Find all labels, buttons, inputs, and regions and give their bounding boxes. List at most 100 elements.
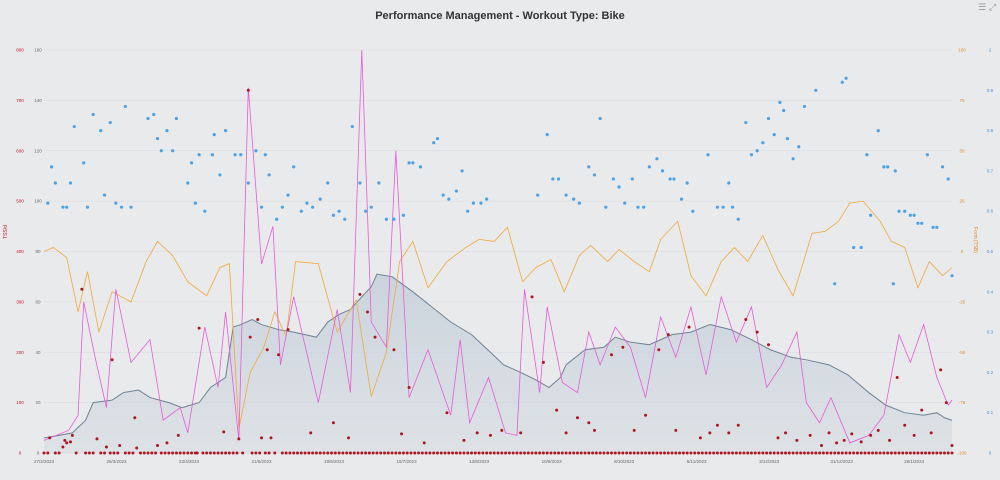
tss-point (738, 451, 742, 455)
if-point (727, 181, 731, 185)
tss-point (295, 451, 299, 455)
if-point (102, 193, 107, 197)
tss-point (697, 451, 701, 455)
if-point (772, 133, 776, 137)
tss-point (908, 451, 912, 455)
tss-point (284, 451, 288, 455)
if-point (384, 217, 388, 221)
tss-point (538, 451, 542, 455)
tss-point (628, 451, 632, 455)
tss-point (84, 451, 88, 455)
tss-point (235, 451, 239, 455)
if-point (897, 209, 901, 213)
tss-point (591, 451, 595, 455)
tss-point (212, 451, 216, 455)
tss-point (205, 451, 209, 455)
tss-point (564, 431, 568, 435)
tss-point (674, 428, 678, 432)
tss-point (330, 451, 334, 455)
tss-point (269, 436, 273, 440)
if-point (239, 153, 243, 157)
tss-point (42, 451, 46, 455)
if-point (551, 177, 555, 181)
tss-point (473, 451, 477, 455)
tss-axis-tick: 600 (16, 148, 24, 153)
if-point (592, 173, 597, 177)
tss-point (307, 451, 311, 455)
if-point (940, 165, 945, 169)
tss-point (116, 451, 120, 455)
tss-point (727, 451, 731, 455)
if-point (454, 189, 458, 193)
tss-point (802, 451, 806, 455)
tss-point (708, 451, 712, 455)
if-axis-tick: 0.7 (987, 168, 994, 173)
x-axis-tick: 27/2/2023 (34, 459, 55, 464)
tss-point (840, 451, 844, 455)
tss-point (818, 451, 822, 455)
tss-point (451, 451, 455, 455)
if-point (833, 282, 837, 286)
tss-point (715, 451, 719, 455)
tss-point (859, 451, 863, 455)
if-point (778, 100, 782, 104)
menu-icon[interactable]: ☰ (978, 2, 987, 12)
if-point (263, 153, 267, 157)
tss-point (383, 451, 386, 455)
if-point (706, 153, 710, 157)
tss-point (746, 451, 750, 455)
if-point (840, 80, 844, 84)
if-point (286, 193, 290, 197)
tss-point (178, 451, 182, 455)
tss-point (326, 451, 330, 455)
tss-point (655, 451, 659, 455)
x-axis-tick: 3/12/2023 (759, 459, 780, 464)
tss-point (519, 451, 523, 455)
load-axis-tick: 120 (34, 148, 42, 153)
tss-point (767, 343, 771, 347)
tsb-axis-tick: 75 (959, 98, 965, 103)
tss-point (367, 451, 371, 455)
if-point (479, 201, 483, 205)
form-tsb-line (43, 200, 953, 429)
tss-point (439, 451, 443, 455)
if-axis-tick: 0.1 (987, 410, 994, 415)
tss-point (492, 451, 496, 455)
if-axis-tick: 0.3 (987, 330, 994, 335)
tss-point (833, 451, 837, 455)
tss-point (903, 423, 907, 427)
tss-point (674, 451, 678, 455)
tss-point (924, 451, 928, 455)
tss-point (944, 401, 948, 405)
expand-icon[interactable]: ⤢ (989, 2, 997, 12)
if-point (617, 185, 621, 189)
tss-point (553, 451, 557, 455)
if-point (254, 149, 258, 153)
fatigue-atl-line (43, 49, 953, 444)
tss-point (810, 451, 814, 455)
tss-point (530, 295, 534, 299)
if-point (598, 116, 602, 121)
tss-point (734, 451, 738, 455)
tss-point (394, 451, 398, 455)
tss-point (780, 451, 784, 455)
tss-point (428, 451, 432, 455)
if-point (730, 205, 735, 209)
if-point (377, 181, 381, 185)
if-point (218, 173, 222, 177)
if-point (604, 205, 608, 209)
if-axis-tick: 1 (989, 48, 992, 53)
if-point (441, 193, 445, 197)
if-point (363, 209, 368, 213)
if-point (715, 205, 720, 209)
tss-point (424, 451, 428, 455)
if-point (292, 165, 296, 169)
tss-point (587, 421, 591, 425)
if-point (114, 201, 118, 205)
tss-point (912, 451, 916, 455)
tss-axis-tick: 0 (19, 451, 22, 456)
tss-point (443, 451, 447, 455)
tss-point (606, 451, 610, 455)
tss-point (522, 451, 526, 455)
if-point (802, 104, 807, 109)
